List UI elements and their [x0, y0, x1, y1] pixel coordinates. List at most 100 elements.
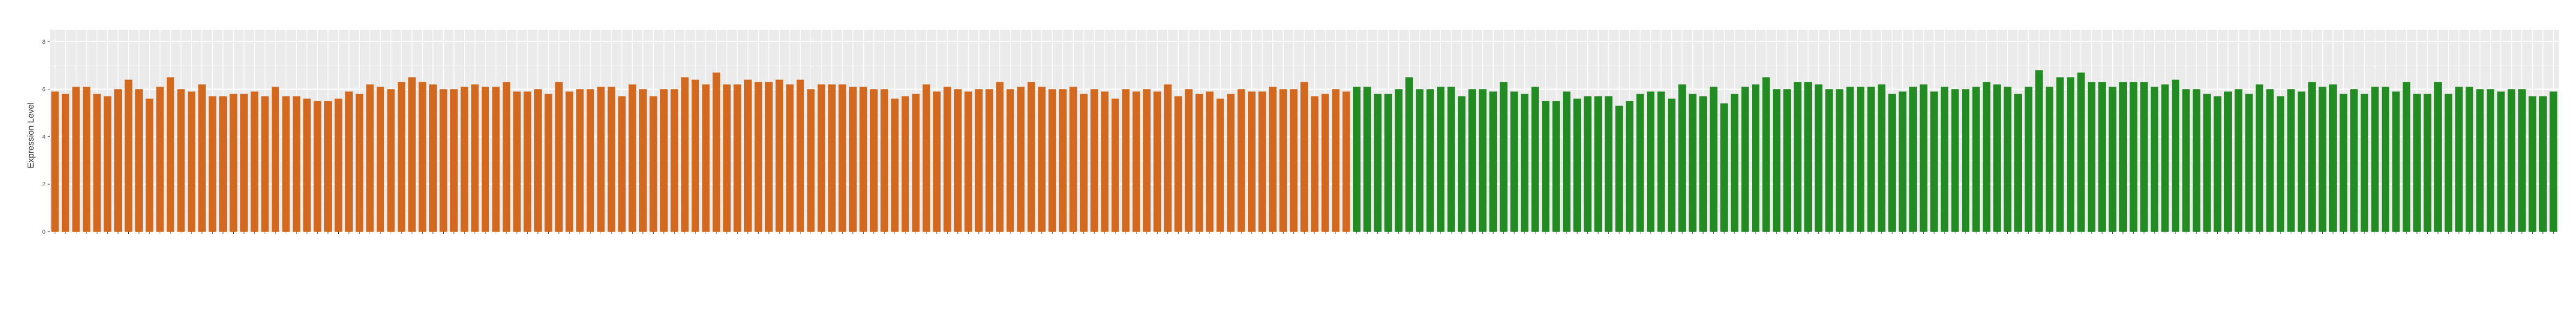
bar — [1772, 89, 1780, 232]
bar — [1699, 96, 1707, 232]
bar — [1164, 84, 1172, 232]
bar — [345, 91, 353, 232]
y-axis: 0 2 4 6 8 — [42, 39, 50, 236]
bar — [1269, 87, 1277, 232]
bar — [1437, 87, 1445, 232]
bar — [628, 84, 636, 232]
bar — [1132, 91, 1140, 232]
bar — [187, 91, 195, 232]
bar — [1342, 91, 1350, 232]
bar — [2340, 94, 2348, 232]
bar — [943, 87, 951, 232]
bar — [828, 84, 836, 232]
bar — [1951, 89, 1959, 232]
bar — [1962, 89, 1970, 232]
bar — [912, 94, 920, 232]
bar — [282, 96, 290, 232]
bar — [1972, 87, 1980, 232]
bar — [356, 94, 364, 232]
y-tick-label: 0 — [42, 229, 45, 236]
bar — [251, 91, 259, 232]
bar — [93, 94, 101, 232]
bar — [1710, 87, 1718, 232]
bar — [1090, 89, 1099, 232]
bar — [1825, 89, 1833, 232]
bar — [1279, 89, 1287, 232]
bar — [2329, 84, 2337, 232]
bar — [1332, 89, 1340, 232]
bar — [2108, 87, 2117, 232]
bar — [2025, 87, 2033, 232]
bar — [2466, 87, 2474, 232]
bar — [2507, 89, 2515, 232]
bar — [1426, 89, 1434, 232]
bar — [838, 84, 846, 232]
bar — [996, 82, 1004, 232]
bar — [1815, 84, 1823, 232]
bar — [2549, 91, 2558, 232]
bar — [292, 96, 300, 232]
bar — [2182, 89, 2190, 232]
bar — [975, 89, 983, 232]
bar — [723, 84, 731, 232]
bar — [733, 84, 741, 232]
bar — [1542, 101, 1550, 232]
bar — [219, 96, 227, 232]
bar — [387, 89, 395, 232]
bar — [649, 96, 658, 232]
bar — [1846, 87, 1854, 232]
bar — [377, 87, 385, 232]
bar — [366, 84, 374, 232]
bar — [1804, 82, 1812, 232]
bar — [2528, 96, 2536, 232]
bar — [2444, 94, 2453, 232]
bar — [439, 89, 448, 232]
bar — [2497, 91, 2505, 232]
bar — [901, 96, 909, 232]
y-axis-title: Expression Level — [27, 102, 36, 168]
bar — [1290, 89, 1298, 232]
bar — [2402, 82, 2410, 232]
bar — [1237, 89, 1245, 232]
bar — [513, 91, 521, 232]
bar — [2224, 91, 2232, 232]
bar — [2350, 89, 2358, 232]
bar — [933, 91, 941, 232]
bar — [2361, 94, 2369, 232]
bar — [114, 89, 122, 232]
bar — [2119, 82, 2127, 232]
bar — [1374, 94, 1382, 232]
bar — [2067, 77, 2074, 232]
bar — [272, 87, 280, 232]
bar — [471, 84, 479, 232]
bar — [2077, 72, 2085, 232]
bar — [2098, 82, 2106, 232]
bar — [1122, 89, 1130, 232]
bar — [1395, 89, 1403, 232]
bar — [2308, 82, 2316, 232]
bar — [2297, 91, 2305, 232]
bar — [1353, 87, 1361, 232]
bar — [1993, 84, 2001, 232]
bar — [313, 101, 321, 232]
bar — [2266, 89, 2274, 232]
bar — [1101, 91, 1109, 232]
bar — [618, 96, 626, 232]
bar — [2423, 94, 2432, 232]
bar — [597, 87, 605, 232]
bar — [1982, 82, 1990, 232]
bar — [2056, 77, 2064, 232]
bar — [985, 89, 994, 232]
bar — [303, 99, 311, 232]
bar — [1531, 87, 1539, 232]
bar — [1227, 94, 1235, 232]
bar — [964, 91, 972, 232]
bar — [859, 87, 868, 232]
bar — [1195, 94, 1204, 232]
bar — [1416, 89, 1424, 232]
bar — [2140, 82, 2148, 232]
bar — [586, 89, 594, 232]
bar — [418, 82, 426, 232]
bar — [1867, 87, 1875, 232]
bar — [2455, 87, 2463, 232]
